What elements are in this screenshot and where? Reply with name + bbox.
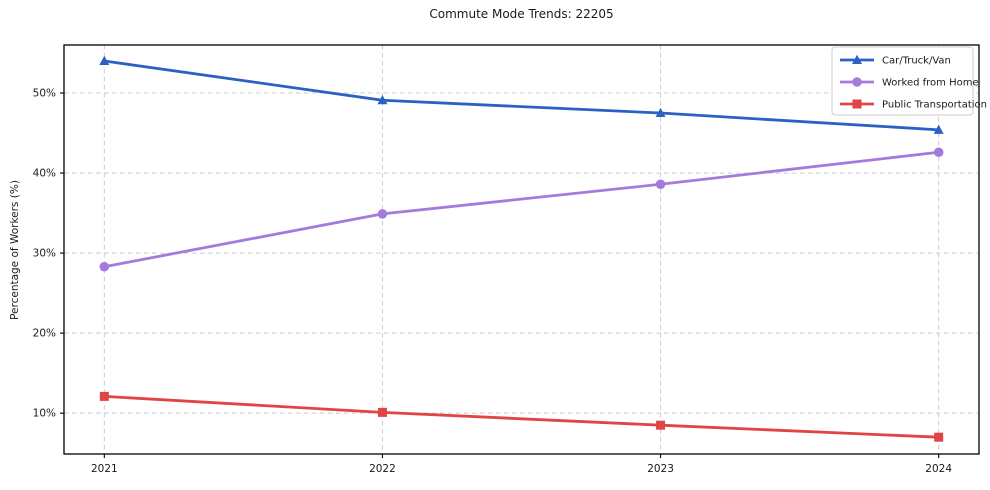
data-point-marker bbox=[656, 420, 666, 430]
y-axis-label: Percentage of Workers (%) bbox=[9, 180, 21, 320]
data-point-marker bbox=[933, 124, 944, 134]
data-point-marker bbox=[99, 391, 109, 401]
legend-label: Public Transportation bbox=[882, 100, 987, 111]
y-tick-label: 10% bbox=[33, 408, 56, 420]
data-point-marker bbox=[655, 107, 666, 118]
data-point-marker bbox=[377, 407, 387, 417]
series-line bbox=[102, 150, 941, 269]
series-line bbox=[102, 59, 941, 132]
data-point-marker bbox=[99, 55, 110, 66]
data-point-marker bbox=[377, 209, 388, 219]
legend bbox=[831, 46, 974, 116]
legend-label: Worked from Home bbox=[882, 78, 979, 89]
x-tick-label: 2024 bbox=[925, 463, 952, 475]
legend-marker bbox=[852, 54, 862, 64]
legend-marker bbox=[852, 77, 862, 87]
y-tick-label: 20% bbox=[33, 328, 56, 340]
x-tick-label: 2023 bbox=[647, 463, 674, 475]
y-tick-label: 50% bbox=[33, 88, 56, 100]
legend-label: Car/Truck/Van bbox=[882, 56, 951, 67]
data-point-marker bbox=[99, 261, 110, 272]
data-point-marker bbox=[377, 95, 388, 105]
series-line bbox=[102, 394, 941, 439]
chart-title: Commute Mode Trends: 22205 bbox=[429, 7, 614, 21]
legend-marker bbox=[852, 99, 862, 109]
x-tick-label: 2021 bbox=[91, 463, 118, 475]
data-point-marker bbox=[934, 432, 944, 442]
x-tick-label: 2022 bbox=[369, 463, 396, 475]
y-tick-label: 30% bbox=[33, 248, 56, 260]
data-point-marker bbox=[655, 179, 666, 190]
plot-frame bbox=[63, 44, 980, 455]
data-point-marker bbox=[933, 147, 944, 158]
y-tick-label: 40% bbox=[33, 168, 56, 180]
